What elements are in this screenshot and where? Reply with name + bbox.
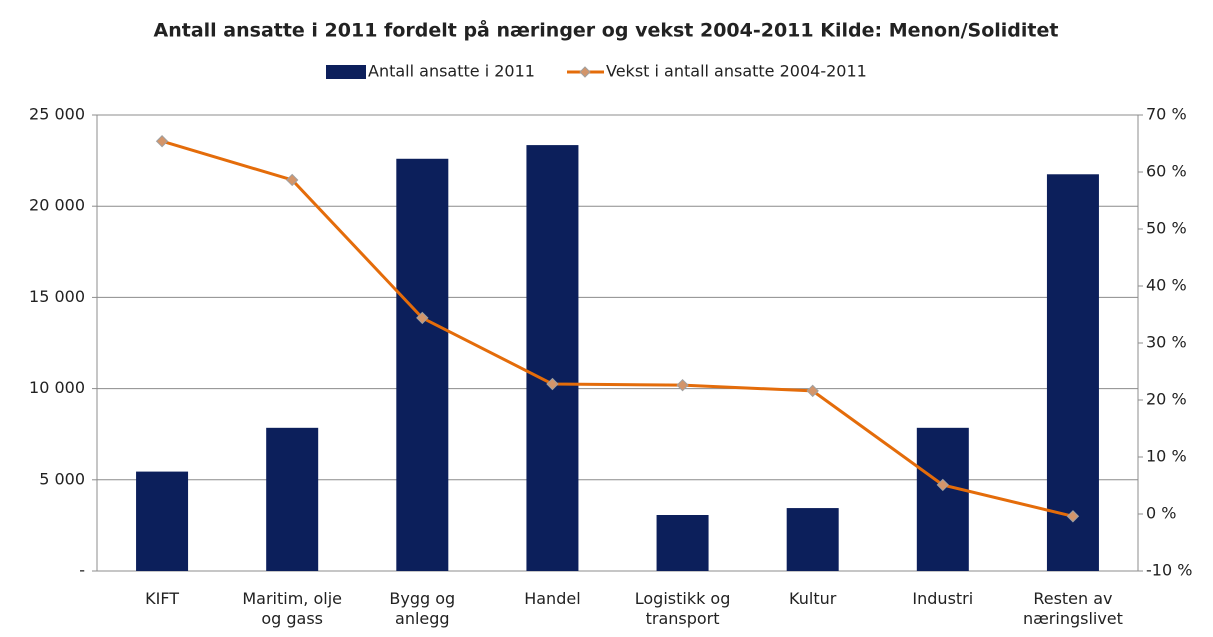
y-tick-label: 25 000: [29, 105, 85, 124]
y-tick-label: 15 000: [29, 287, 85, 306]
x-tick-label: Industri: [912, 589, 974, 608]
bar: [786, 508, 839, 571]
x-tick-label: Logistikk og transport: [634, 589, 731, 628]
y2-tick-label: 50 %: [1146, 219, 1187, 238]
legend-swatch: [579, 66, 591, 78]
y2-tick-label: 60 %: [1146, 162, 1187, 181]
x-tick-label: Handel: [524, 589, 581, 608]
y-tick-label: 5 000: [39, 469, 85, 488]
y2-tick-label: 0 %: [1146, 504, 1176, 523]
y-tick-label: -: [79, 561, 85, 580]
x-tick-label: Resten av næringslivet: [1022, 589, 1123, 628]
bar: [526, 145, 579, 571]
x-tick-label: Bygg og anlegg: [389, 589, 456, 628]
line-marker: [546, 377, 559, 391]
legend-label: Antall ansatte i 2011: [368, 62, 535, 81]
line-marker: [416, 311, 429, 325]
y2-tick-label: 30 %: [1146, 333, 1187, 352]
y2-tick-label: 10 %: [1146, 447, 1187, 466]
line-marker: [676, 378, 689, 392]
chart-title: Antall ansatte i 2011 fordelt på næringe…: [154, 18, 1059, 42]
y-tick-label: 20 000: [29, 196, 85, 215]
line-marker: [285, 173, 299, 187]
legend-label: Vekst i antall ansatte 2004-2011: [606, 62, 867, 81]
bar: [656, 515, 709, 571]
legend-swatch: [326, 65, 366, 79]
bar: [1046, 174, 1099, 571]
line-marker: [936, 478, 950, 492]
bar: [266, 427, 319, 571]
line-marker: [155, 135, 169, 148]
bar: [396, 158, 449, 571]
y2-tick-label: -10 %: [1146, 561, 1192, 580]
line-marker: [1066, 510, 1080, 523]
line-marker: [806, 384, 819, 398]
x-tick-label: KIFT: [145, 589, 180, 608]
x-tick-label: Kultur: [789, 589, 837, 608]
y2-tick-label: 40 %: [1146, 276, 1187, 295]
y-tick-label: 10 000: [29, 378, 85, 397]
y2-tick-label: 20 %: [1146, 390, 1187, 409]
line: [161, 139, 1074, 518]
bar: [136, 471, 189, 571]
y2-tick-label: 70 %: [1146, 105, 1187, 124]
bar: [916, 427, 969, 571]
x-tick-label: Maritim, olje og gass: [242, 589, 342, 628]
